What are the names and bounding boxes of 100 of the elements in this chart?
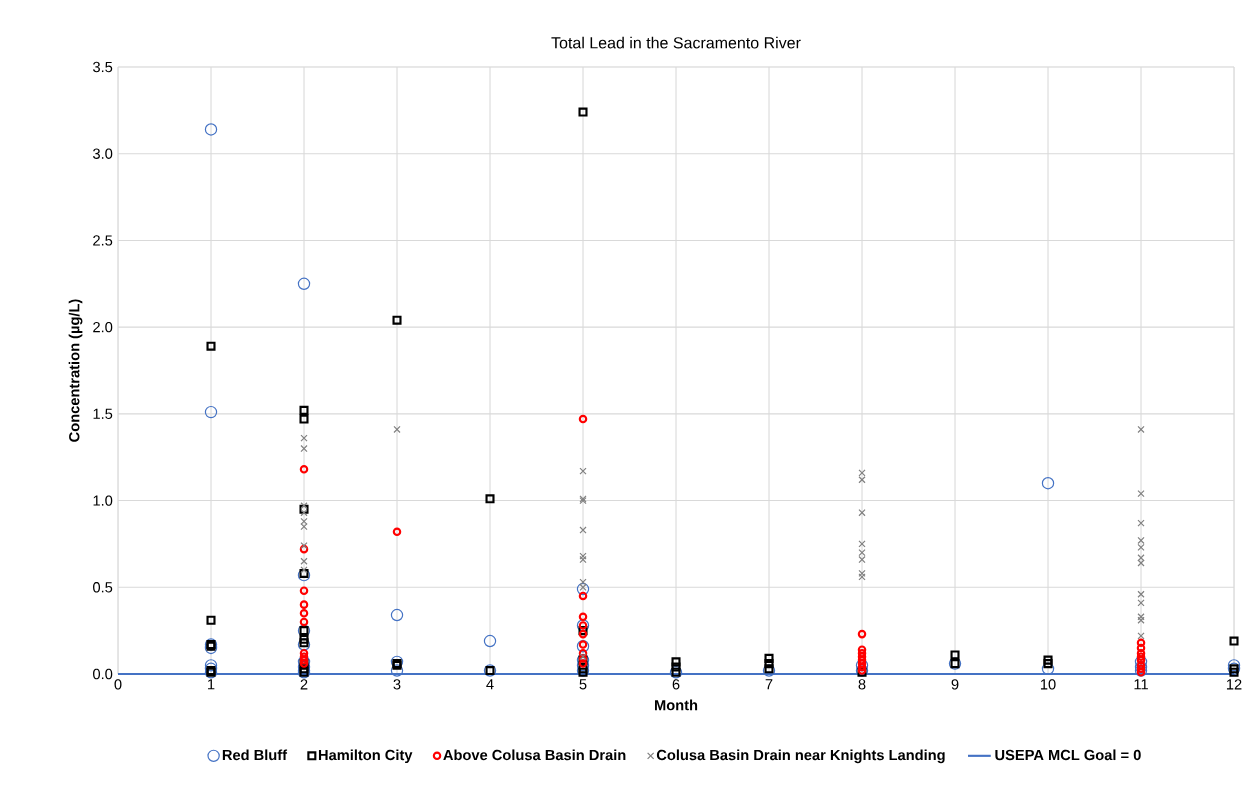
- point: [764, 653, 774, 663]
- y-tick-label: 3.5: [93, 61, 113, 73]
- y-tick-label: 1.0: [93, 495, 113, 506]
- x-tick-label: 9: [951, 679, 959, 690]
- point: [1137, 490, 1145, 498]
- point: [858, 555, 866, 564]
- x-tick-label: 2: [300, 679, 308, 690]
- point: [858, 476, 866, 484]
- point: [297, 277, 311, 290]
- point: [299, 414, 309, 424]
- point: [578, 591, 588, 601]
- x-tick-label: 11: [1134, 679, 1148, 690]
- x-tick-label: 12: [1226, 679, 1242, 690]
- point: [299, 600, 309, 609]
- point: [858, 573, 866, 581]
- point: [764, 659, 774, 669]
- point: [1043, 659, 1053, 669]
- y-tick-label: 3.0: [93, 148, 113, 159]
- point: [950, 650, 960, 660]
- point: [300, 522, 308, 531]
- point: [1136, 661, 1146, 670]
- x-tick-label: 4: [486, 679, 494, 690]
- point: [300, 434, 308, 442]
- point: [299, 465, 309, 474]
- point: [1137, 543, 1145, 552]
- y-tick-label: 0.0: [93, 668, 113, 680]
- point: [578, 659, 588, 668]
- legend-label: USEPA MCL Goal = 0: [995, 749, 1141, 761]
- point: [392, 527, 402, 537]
- point: [576, 582, 590, 596]
- point: [858, 548, 866, 557]
- point: [1137, 599, 1145, 607]
- point: [578, 107, 588, 117]
- legend-label: Above Colusa Basin Drain: [443, 749, 626, 761]
- point: [299, 544, 309, 554]
- point: [299, 504, 309, 514]
- point: [299, 634, 309, 644]
- point: [578, 640, 588, 649]
- point: [1043, 655, 1053, 665]
- point: [578, 612, 588, 622]
- point: [299, 617, 309, 627]
- x-tick-label: 3: [393, 679, 401, 690]
- point: [299, 586, 309, 596]
- point: [576, 640, 590, 653]
- point: [1041, 477, 1055, 490]
- point: [1137, 519, 1145, 527]
- point: [858, 469, 866, 477]
- point: [300, 502, 308, 510]
- point: [299, 609, 309, 618]
- y-tick-label: 2.5: [93, 235, 113, 246]
- point: [300, 509, 308, 517]
- point: [671, 657, 681, 667]
- point: [390, 664, 404, 677]
- point: [204, 405, 218, 419]
- point: [300, 557, 308, 565]
- point: [1229, 636, 1239, 646]
- point: [204, 123, 218, 136]
- point: [1137, 590, 1145, 598]
- point: [206, 341, 216, 351]
- x-tick-label: 0: [114, 679, 122, 690]
- point: [1137, 613, 1145, 621]
- point: [858, 509, 866, 517]
- legend-label: Red Bluff: [222, 749, 288, 761]
- y-tick-label: 1.5: [93, 408, 113, 419]
- x-tick-label: 7: [765, 679, 773, 690]
- point: [300, 542, 308, 550]
- point: [300, 444, 308, 453]
- chart-title: Total Lead in the Sacramento River: [551, 36, 801, 49]
- x-tick-label: 1: [208, 679, 215, 690]
- point: [300, 517, 308, 525]
- point: [392, 315, 402, 325]
- point: [1137, 616, 1145, 624]
- point: [1136, 643, 1146, 653]
- point: [393, 425, 401, 434]
- x-axis-title: Month: [655, 699, 698, 711]
- point: [485, 494, 495, 504]
- point: [206, 615, 216, 625]
- legend-label: Hamilton City: [318, 749, 413, 764]
- y-tick-label: 2.0: [93, 321, 113, 333]
- point: [299, 405, 309, 415]
- y-tick-label: 0.5: [93, 582, 113, 593]
- point: [390, 608, 404, 622]
- y-axis-title: Concentration (µg/L): [68, 299, 83, 442]
- point: [1137, 632, 1145, 640]
- point: [1136, 652, 1146, 661]
- point: [299, 568, 309, 578]
- point: [579, 555, 587, 564]
- point: [857, 645, 867, 654]
- point: [1137, 554, 1145, 562]
- x-tick-label: 8: [858, 679, 866, 690]
- point: [1136, 668, 1146, 677]
- point: [858, 569, 866, 578]
- point: [671, 662, 681, 672]
- x-tick-label: 5: [579, 679, 587, 690]
- point: [578, 648, 588, 658]
- point: [1136, 638, 1146, 648]
- x-tick-label: 10: [1040, 679, 1056, 690]
- point: [483, 634, 497, 648]
- x-tick-label: 6: [672, 679, 680, 690]
- point: [857, 629, 867, 639]
